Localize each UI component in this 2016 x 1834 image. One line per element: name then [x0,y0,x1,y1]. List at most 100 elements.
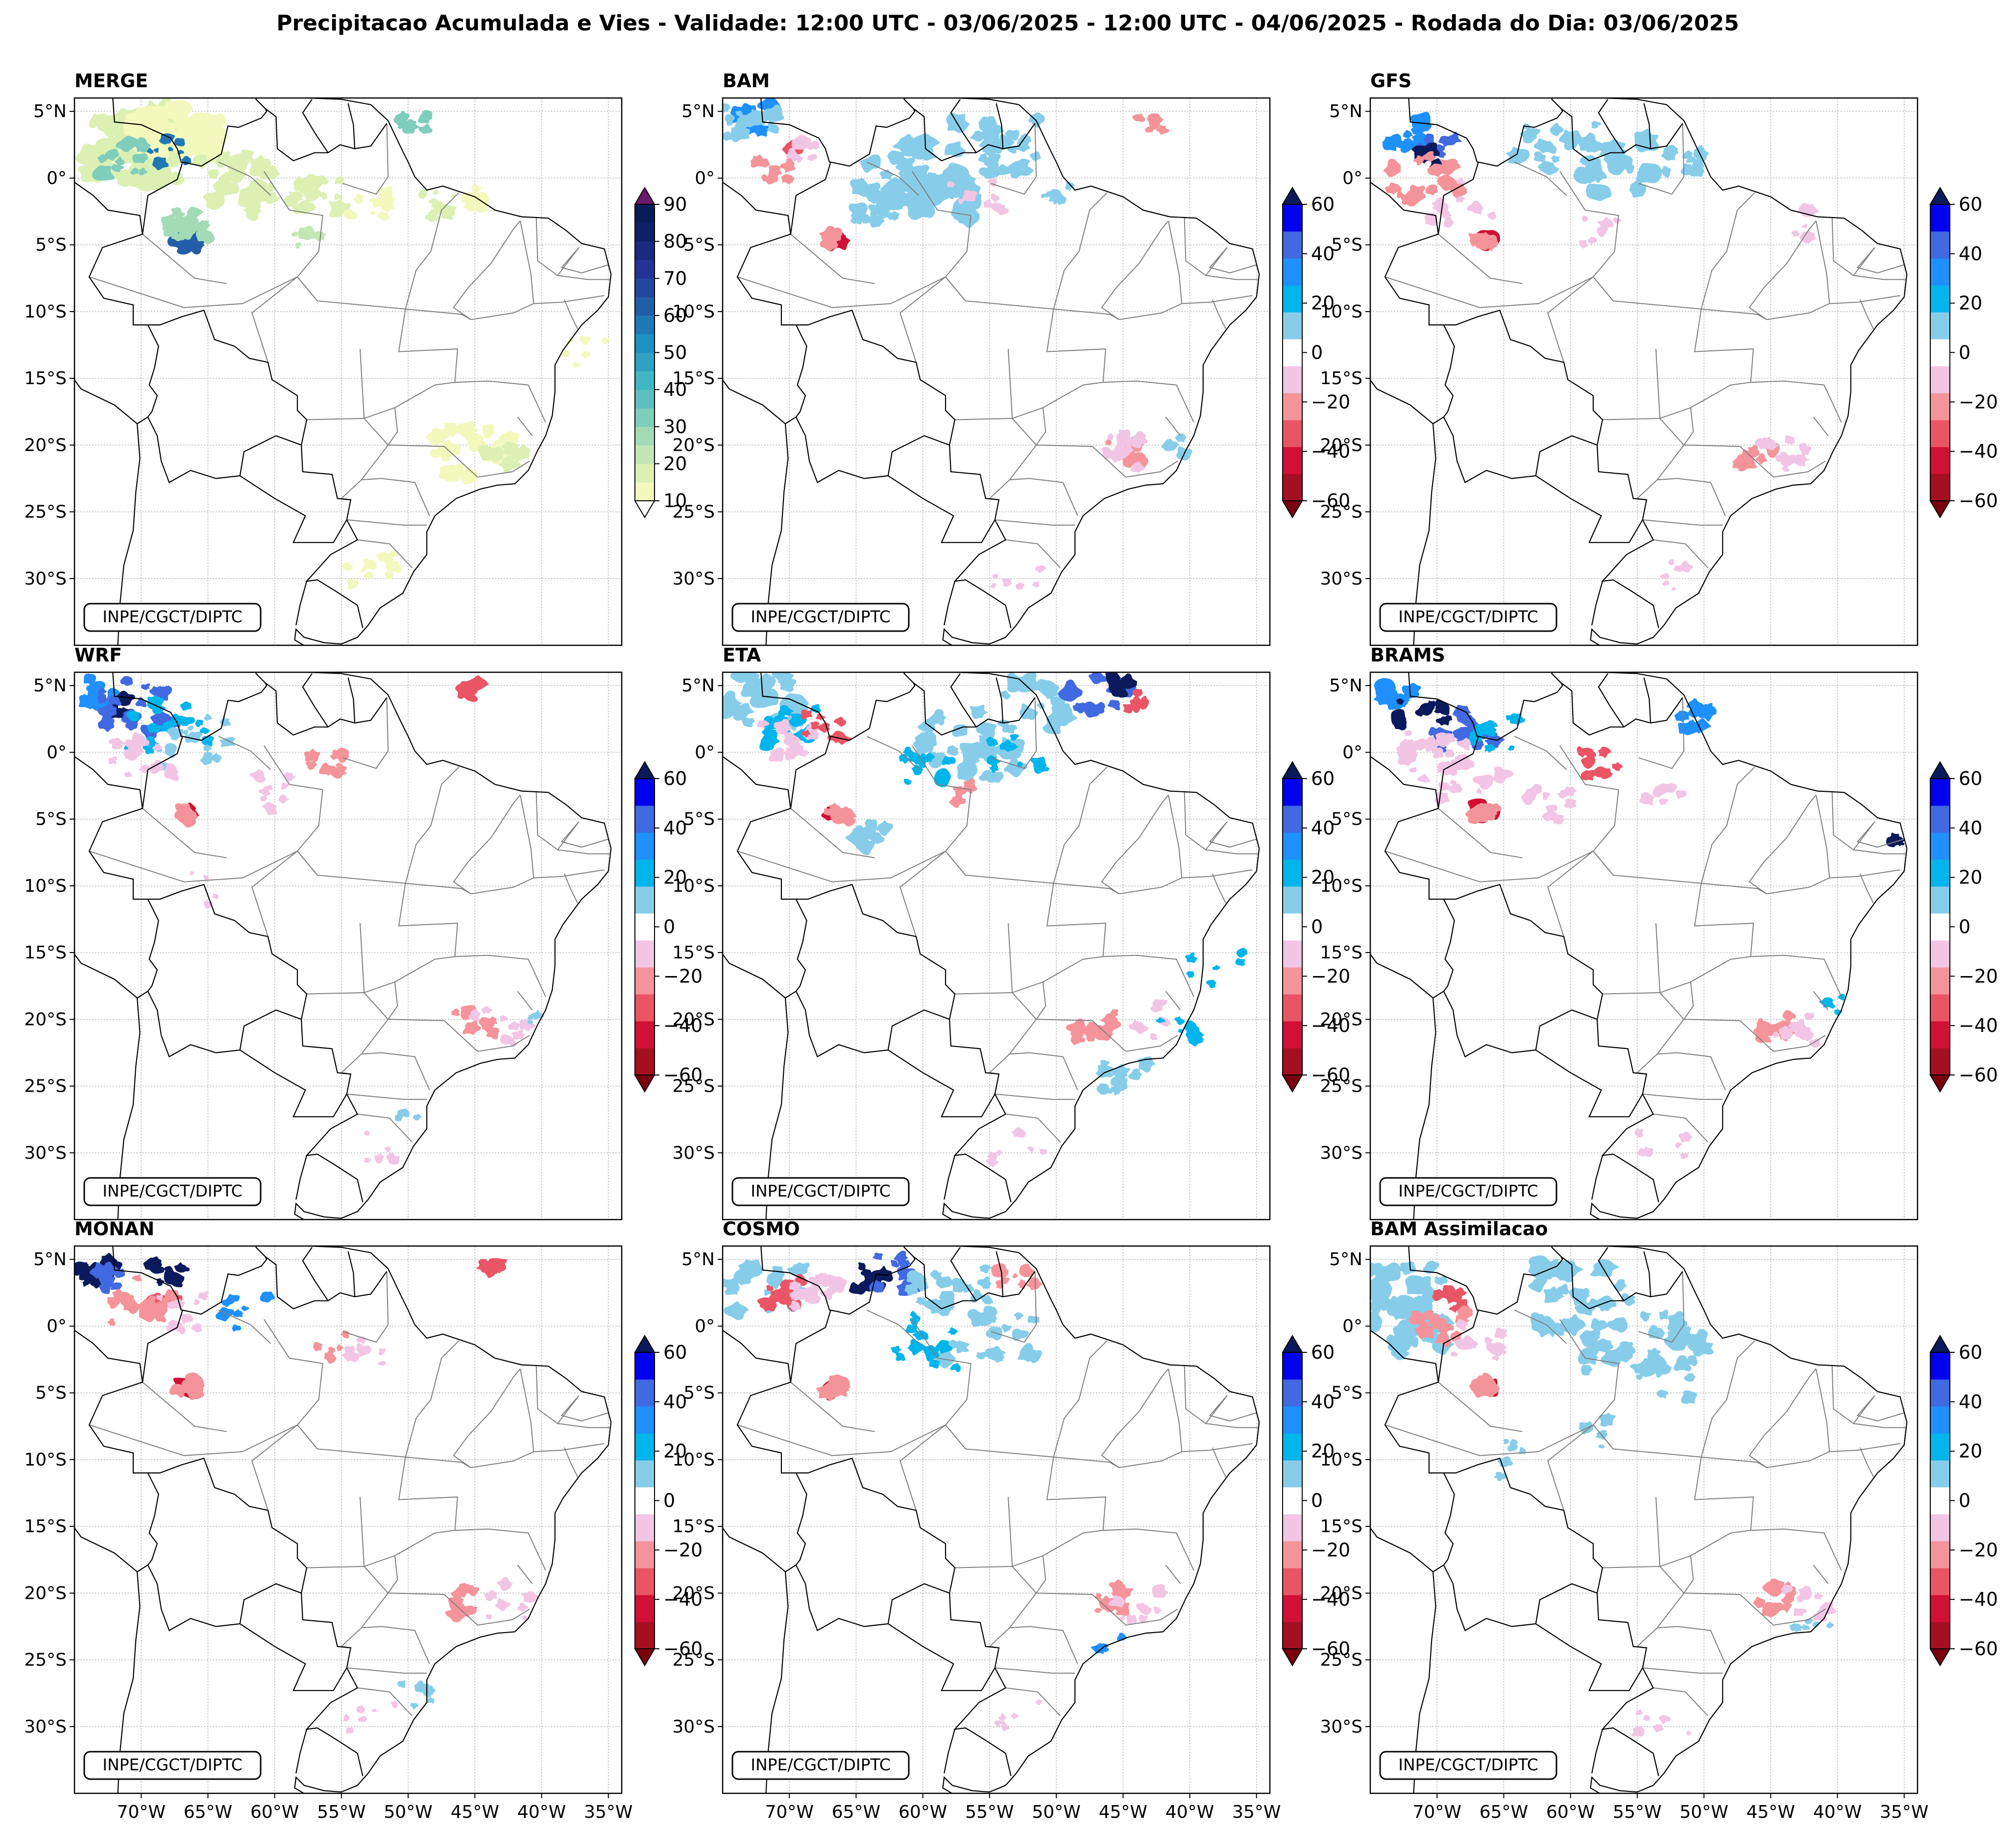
colorbar-segment [635,806,655,833]
state-border [357,1687,413,1716]
country-border [953,519,1012,628]
country-border [736,162,831,424]
country-border [1591,581,1603,626]
coastline [294,98,612,645]
map-panel-bam-assimilacao: BAM Assimilacao INPE/CGCT/DIPTC 5°N 0° 5°S 10… [1320,1218,1998,1822]
state-border [1642,1667,1723,1674]
svg-text:INPE/CGCT/DIPTC: INPE/CGCT/DIPTC [102,607,243,626]
coastline [294,672,612,1220]
state-border [264,1319,323,1425]
lat-tick-label: 20°S [24,1583,67,1603]
country-border [1478,98,1563,167]
lat-tick-label: 30°S [672,1143,715,1163]
colorbar-segment [635,222,655,242]
colorbar-tick-label: 60 [1959,1342,1982,1363]
country-border [265,1256,388,1310]
lat-tick-label: 0° [47,1316,67,1336]
state-border [405,766,460,883]
state-border [866,1309,920,1344]
lat-tick-label: 10°S [24,1450,67,1470]
colorbar-tick-label: −60 [1959,1064,1998,1086]
state-border [1005,1687,1061,1716]
state-border [1766,795,1830,895]
lat-tick-label: 15°S [24,943,67,963]
state-border [1118,795,1183,895]
colorbar-tick-label: 80 [663,231,687,252]
country-border [305,519,364,628]
country-border [1560,682,1683,736]
colorbar-segment [1930,806,1950,833]
lat-tick-label: 20°S [672,1583,715,1603]
country-border [347,677,356,723]
lat-tick-label: 0° [695,1316,715,1336]
lat-tick-label: 25°S [1320,1076,1362,1097]
country-border [74,756,143,809]
state-border [534,869,605,879]
colorbar-segment [635,334,655,353]
country-border [996,103,1004,149]
state-border [1657,1052,1726,1091]
lat-tick-label: 25°S [1320,502,1362,522]
country-border [295,1155,308,1200]
colorbar-segment [1930,1622,1950,1649]
colorbar-tick-label: −20 [1311,965,1350,987]
lat-tick-label: 5°N [1329,1249,1362,1270]
country-border [265,682,388,736]
country-border [305,1667,364,1776]
colorbar-segment [635,297,655,316]
colorbar-segment [635,1622,655,1649]
colorbar-tick-label: 20 [1311,1441,1335,1462]
state-border [1182,295,1253,304]
country-border [240,1019,352,1118]
state-border [560,247,609,273]
state-border [1165,991,1181,1010]
coastline [942,98,1260,645]
lat-tick-label: 10°S [24,876,67,896]
country-border [1598,1247,1625,1301]
colorbar-segment [1930,312,1950,340]
colorbar-segment [1930,366,1950,393]
colorbar-segment [1930,258,1950,286]
credit-label: INPE/CGCT/DIPTC [1379,1751,1557,1780]
state-border [342,123,389,195]
state-border [1829,869,1900,879]
credit-label: INPE/CGCT/DIPTC [731,1177,910,1206]
country-border [830,672,916,741]
map-frame [722,671,1271,1221]
map-frame [722,1245,1271,1794]
lat-tick-label: 10°S [1320,302,1362,322]
state-border [1206,275,1258,280]
state-border [361,1052,430,1091]
colorbar-segment [635,390,655,409]
colorbar-segment [635,204,655,223]
panel-title: BRAMS [1370,644,1445,666]
coastline [1590,98,1908,645]
colorbar-tick-label: 0 [663,916,675,938]
colorbar-segment [1283,806,1302,833]
colorbar-tick-label: −20 [1311,391,1350,413]
colorbar: 60 40 20 0 −20 −40 −60 [634,761,703,1093]
state-border [346,1667,427,1674]
state-border [1514,1309,1567,1344]
country-border [830,98,916,167]
country-border [950,99,977,153]
state-border [218,1309,271,1344]
country-border [795,309,956,484]
colorbar-tick-label: 40 [663,817,687,839]
colorbar-tick-label: −40 [663,1589,703,1610]
country-border [736,736,831,999]
country-border [347,103,356,149]
lat-tick-label: 20°S [1320,435,1362,455]
svg-text:INPE/CGCT/DIPTC: INPE/CGCT/DIPTC [1398,607,1538,626]
state-border [1859,874,1874,904]
map-panel-merge: MERGE INPE/CGCT/DIPTC 5°N 0° 5°S 10°S 15°S 20°S… [24,70,687,646]
lon-tick-label: 35°W [1880,1802,1928,1822]
map-panel-wrf: WRF INPE/CGCT/DIPTC 5°N 0° 5°S 10°S 15°S 20°S 25… [24,644,703,1221]
country-border [302,99,329,153]
lon-tick-label: 65°W [184,1802,232,1822]
state-border [1700,1340,1755,1457]
svg-text:INPE/CGCT/DIPTC: INPE/CGCT/DIPTC [102,1181,243,1200]
colorbar-tick-label: −60 [1311,1064,1350,1086]
state-border [995,519,1075,526]
colorbar-tick-label: −60 [663,1638,703,1660]
